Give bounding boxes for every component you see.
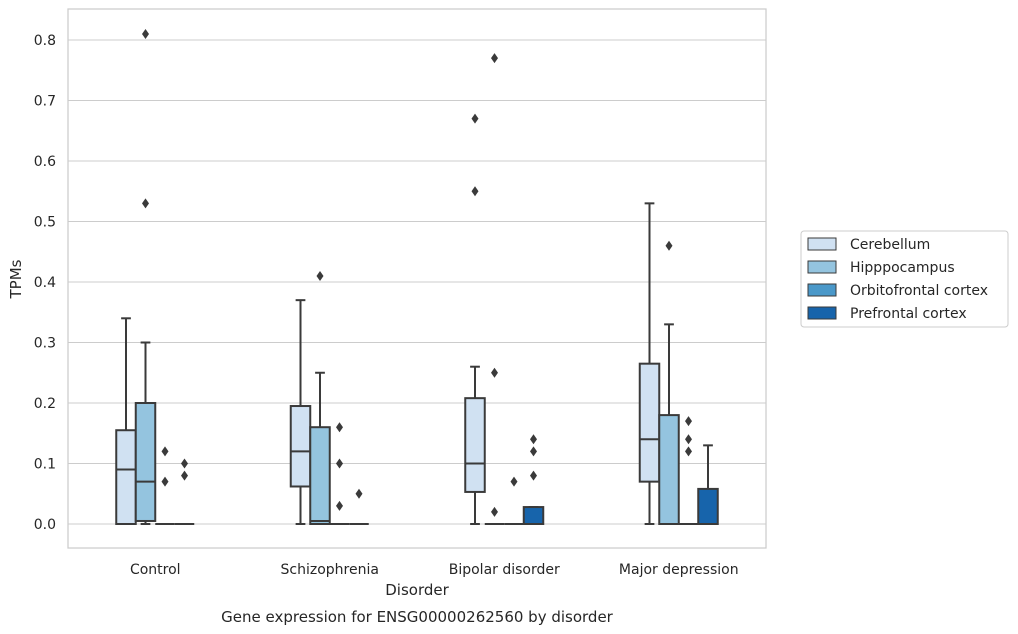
box-body [289,405,312,488]
outlier-point [530,446,537,457]
box-body [134,402,157,522]
y-tick-label: 0.6 [34,154,56,170]
legend-swatch [807,260,837,274]
outlier-point [471,113,479,124]
y-tick-label: 0.7 [34,94,56,110]
box-group [134,28,157,525]
box-group [309,270,331,526]
box-plots [115,28,719,526]
outlier-point [665,240,673,251]
box-group [464,113,486,525]
legend-box [800,230,1009,328]
y-tick-label: 0.8 [34,33,56,49]
legend-swatch [807,237,837,251]
box-group [349,488,369,525]
outlier-point [181,458,188,469]
box-group [174,458,195,525]
box-body [697,487,719,526]
outlier-point [685,416,692,427]
box-group [658,240,680,526]
x-tick-label: Schizophrenia [281,562,379,578]
box-group [504,476,524,525]
outlier-point [336,500,343,511]
y-axis-ticks: 0.0 0.1 0.2 0.3 0.4 0.5 0.6 0.7 0.8 [34,33,56,533]
x-axis-ticks: Control Schizophrenia Bipolar disorder Majo… [130,562,739,578]
outlier-point [355,488,363,499]
legend-label: Prefrontal cortex [850,306,967,322]
plot-area [67,8,767,549]
legend-label: Orbitofrontal cortex [850,283,988,299]
box-group [638,202,661,525]
legend-swatch [807,283,837,297]
y-tick-label: 0.3 [34,336,56,352]
y-tick-label: 0.1 [34,457,56,473]
y-tick-label: 0.5 [34,215,56,231]
outlier-point [491,506,498,517]
outlier-point [530,470,537,481]
box-group [484,53,505,525]
outlier-point [336,458,343,469]
outlier-point [316,270,324,281]
box-group [678,416,699,525]
outlier-point [491,367,498,378]
box-group [697,444,719,526]
box-group [289,299,312,525]
legend: Cerebellum Hipppocampus Orbitofrontal cort… [800,230,1009,328]
legend-label: Hipppocampus [850,260,955,276]
box-body [464,397,486,493]
outlier-point [161,446,169,457]
outlier-point [510,476,518,487]
outlier-point [161,476,169,487]
x-axis-label: Disorder [385,581,449,599]
box-group [155,446,175,525]
box-body [638,362,661,483]
y-tick-label: 0.0 [34,517,56,533]
box-body [115,429,137,526]
outlier-point [685,434,692,445]
chart-title: Gene expression for ENSG00000262560 by d… [221,608,614,626]
box-group [522,434,545,525]
y-axis-label: TPMs [7,259,25,299]
y-tick-label: 0.2 [34,396,56,412]
box-body [522,506,545,525]
x-tick-label: Control [130,562,181,578]
y-tick-label: 0.4 [34,275,56,291]
box-body [309,426,331,526]
outlier-point [491,53,498,64]
x-tick-label: Major depression [619,562,739,578]
outlier-point [530,434,537,445]
box-group [329,422,350,525]
legend-label: Cerebellum [850,237,930,253]
outlier-point [142,28,149,39]
outlier-point [181,470,188,481]
box-body [658,414,680,526]
outlier-point [336,422,343,433]
outlier-point [685,446,692,457]
x-tick-label: Bipolar disorder [449,562,560,578]
outlier-point [142,198,149,209]
outlier-point [471,186,479,197]
legend-swatch [807,306,837,320]
